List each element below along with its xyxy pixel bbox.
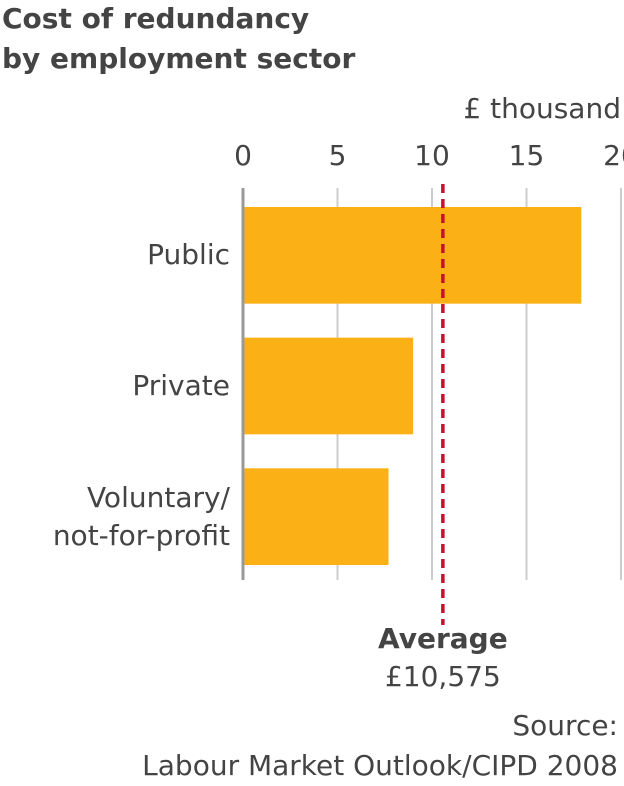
x-tick-label: 5 bbox=[329, 139, 347, 172]
bar bbox=[243, 337, 414, 435]
chart-title: by employment sector bbox=[2, 42, 355, 75]
x-tick-label: 15 bbox=[509, 139, 545, 172]
category-label: Private bbox=[132, 369, 230, 402]
category-label: Voluntary/ not-for-profit bbox=[52, 480, 230, 552]
category-label: Public bbox=[147, 238, 230, 272]
x-axis-label: £ thousand bbox=[463, 92, 621, 125]
bar bbox=[243, 468, 389, 566]
chart-title: Cost of redundancy bbox=[2, 2, 309, 35]
x-tick-label: 20 bbox=[603, 139, 624, 172]
source-label: Source: bbox=[512, 709, 618, 742]
x-tick-label: 10 bbox=[414, 139, 450, 172]
average-label: Average bbox=[378, 622, 508, 655]
bar bbox=[243, 206, 582, 304]
x-tick-label: 0 bbox=[234, 139, 252, 172]
average-value-label: £10,575 bbox=[385, 660, 501, 693]
source: Labour Market Outlook/CIPD 2008 bbox=[142, 749, 618, 782]
